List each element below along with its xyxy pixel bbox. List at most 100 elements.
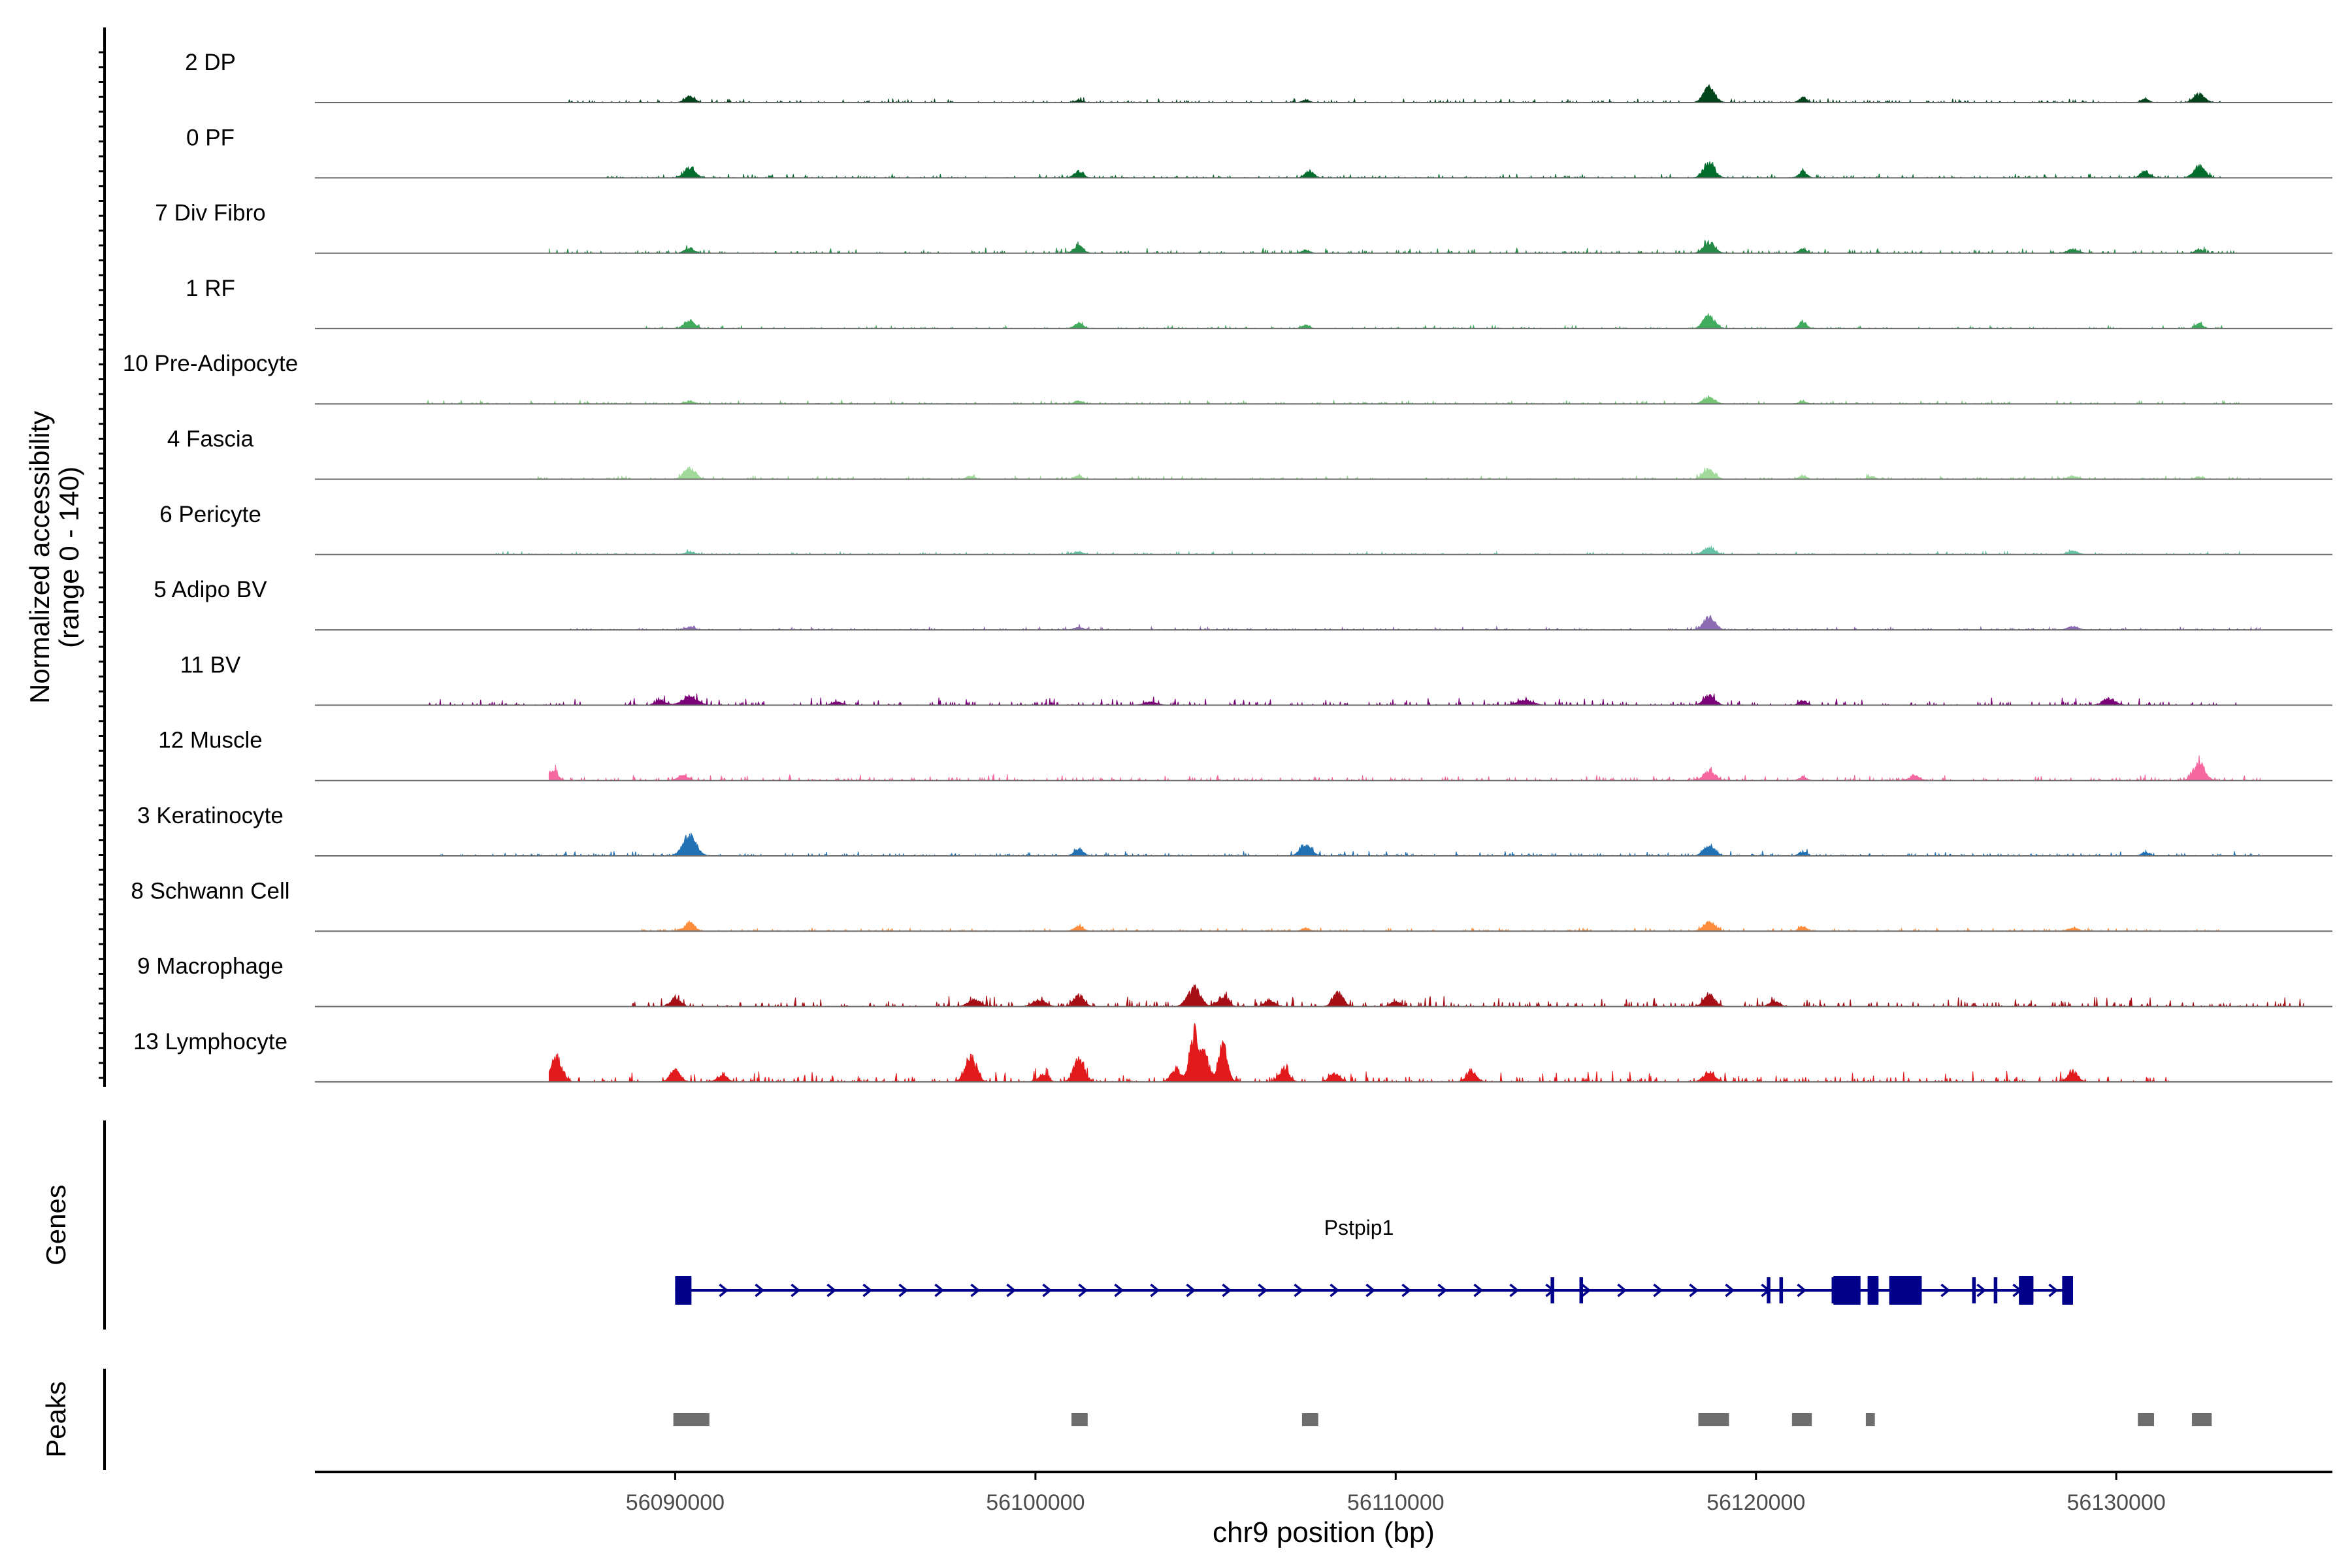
gene-coding-exon	[1833, 1276, 1861, 1305]
x-tick-label: 56120000	[1707, 1490, 1805, 1515]
strand-arrow	[2048, 1283, 2059, 1298]
coverage-tracks: 2 DP 0 PF 7 Div Fibro 1 RF 10 Pre-Adipocyte 4…	[123, 50, 2332, 1083]
track-label: 1 RF	[186, 276, 235, 301]
gene-model	[675, 1276, 2073, 1305]
x-axis-ticks: 56090000 56100000 56110000 56120000 56130000	[626, 1472, 2166, 1515]
strand-arrow	[1222, 1283, 1232, 1298]
strand-arrow	[1797, 1283, 1807, 1298]
track-label: 4 Fascia	[167, 427, 254, 452]
strand-arrow	[1042, 1283, 1053, 1298]
peak-region	[1865, 1413, 1875, 1426]
strand-arrow	[1509, 1283, 1520, 1298]
strand-arrow	[1653, 1283, 1663, 1298]
strand-arrow	[934, 1283, 945, 1298]
x-tick-label: 56100000	[986, 1490, 1085, 1515]
peak-region	[1301, 1413, 1318, 1426]
coverage-track: 0 PF	[186, 125, 2332, 180]
gene-exon	[1767, 1277, 1771, 1303]
track-label: 7 Div Fibro	[155, 201, 265, 226]
peaks-panel-label: Peaks	[41, 1381, 71, 1458]
strand-arrow	[1940, 1283, 1951, 1298]
coverage-track: 6 Pericyte	[159, 502, 2332, 556]
strand-arrow	[1258, 1283, 1268, 1298]
gene-exon	[1779, 1277, 1784, 1303]
strand-arrow	[1437, 1283, 1448, 1298]
peak-region	[673, 1413, 710, 1426]
x-tick-label: 56110000	[1347, 1490, 1445, 1515]
peak-regions	[673, 1413, 2212, 1426]
peak-region	[2191, 1413, 2212, 1426]
strand-arrow	[1473, 1283, 1484, 1298]
coverage-track: 5 Adipo BV	[154, 577, 2332, 631]
gene-coding-exon	[2019, 1276, 2034, 1305]
coverage-track: 1 RF	[186, 276, 2332, 330]
strand-arrow	[826, 1283, 837, 1298]
track-label: 2 DP	[185, 50, 236, 75]
coverage-track: 2 DP	[185, 50, 2332, 104]
strand-arrow	[791, 1283, 801, 1298]
track-label: 13 Lymphocyte	[133, 1029, 287, 1054]
gene-name-label: Pstpip1	[1324, 1216, 1394, 1239]
track-label: 3 Keratinocyte	[137, 803, 284, 828]
coverage-track: 13 Lymphocyte	[133, 1023, 2332, 1083]
coverage-y-axis-range-label: (range 0 - 140)	[54, 466, 84, 648]
strand-arrow	[1006, 1283, 1017, 1298]
coverage-panel: Normalized accessibility (range 0 - 140)…	[24, 27, 2332, 1087]
strand-arrow	[1078, 1283, 1088, 1298]
strand-arrow	[1581, 1283, 1592, 1298]
gene-exon	[1579, 1277, 1584, 1303]
strand-arrow	[1150, 1283, 1160, 1298]
x-tick-label: 56130000	[2067, 1490, 2166, 1515]
strand-arrow	[1976, 1283, 1987, 1298]
gene-exon	[1993, 1277, 1998, 1303]
peak-region	[1791, 1413, 1812, 1426]
genes-panel: Genes Pstpip1	[41, 1120, 2073, 1330]
coverage-y-axis-ticks	[99, 51, 105, 1079]
track-label: 0 PF	[186, 125, 235, 150]
gene-coding-exon	[1867, 1276, 1879, 1305]
peak-region	[2138, 1413, 2155, 1426]
genes-panel-label: Genes	[41, 1184, 71, 1266]
coverage-track: 8 Schwann Cell	[131, 878, 2332, 932]
coverage-track: 7 Div Fibro	[155, 201, 2332, 255]
strand-arrow	[755, 1283, 765, 1298]
strand-arrow	[1186, 1283, 1196, 1298]
strand-arrow	[1365, 1283, 1376, 1298]
strand-arrow	[1114, 1283, 1124, 1298]
track-label: 12 Muscle	[158, 728, 263, 753]
coverage-track: 4 Fascia	[167, 427, 2332, 481]
gene-coding-exon	[2062, 1276, 2073, 1305]
coverage-track: 9 Macrophage	[137, 954, 2332, 1008]
x-axis-label: chr9 position (bp)	[1213, 1516, 1435, 1548]
strand-arrow	[1725, 1283, 1735, 1298]
coverage-track: 12 Muscle	[158, 728, 2332, 782]
strand-arrow	[898, 1283, 909, 1298]
track-label: 11 BV	[180, 652, 241, 678]
track-label: 5 Adipo BV	[154, 577, 267, 602]
strand-arrow	[1294, 1283, 1304, 1298]
coverage-track: 3 Keratinocyte	[137, 803, 2332, 857]
x-tick-label: 56090000	[626, 1490, 725, 1515]
peak-region	[1698, 1413, 1729, 1426]
coverage-y-axis-label: Normalized accessibility	[24, 411, 55, 704]
track-label: 10 Pre-Adipocyte	[123, 351, 298, 376]
gene-coding-exon	[1889, 1276, 1922, 1305]
coverage-track: 11 BV	[180, 652, 2332, 707]
track-label: 9 Macrophage	[137, 954, 284, 979]
strand-arrow	[719, 1283, 729, 1298]
strand-arrow	[1330, 1283, 1340, 1298]
coverage-track: 10 Pre-Adipocyte	[123, 351, 2332, 405]
peak-region	[1071, 1413, 1088, 1426]
strand-arrow	[1401, 1283, 1412, 1298]
track-label: 6 Pericyte	[159, 502, 261, 527]
peaks-panel: Peaks	[41, 1369, 2212, 1470]
strand-arrow	[1617, 1283, 1627, 1298]
track-label: 8 Schwann Cell	[131, 878, 289, 904]
strand-arrow	[1689, 1283, 1699, 1298]
x-axis: 56090000 56100000 56110000 56120000 56130000…	[315, 1471, 2332, 1548]
strand-arrow	[862, 1283, 873, 1298]
strand-arrow	[970, 1283, 981, 1298]
gene-exon	[1550, 1277, 1554, 1303]
